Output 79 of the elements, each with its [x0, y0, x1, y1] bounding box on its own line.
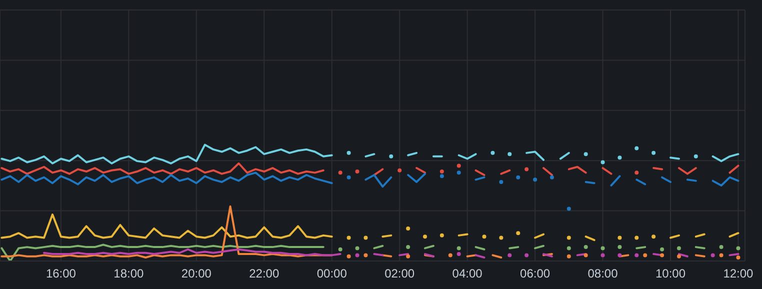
- point: [694, 154, 698, 158]
- point: [736, 256, 740, 260]
- point: [440, 170, 444, 174]
- point: [710, 253, 715, 258]
- x-tick-label: 22:00: [249, 266, 280, 281]
- point: [499, 236, 504, 240]
- point: [736, 246, 740, 250]
- x-tick-label: 06:00: [520, 266, 550, 281]
- point: [456, 170, 461, 175]
- point: [338, 247, 342, 252]
- point: [440, 174, 444, 178]
- point: [634, 170, 639, 175]
- point: [346, 150, 351, 155]
- point: [406, 245, 410, 250]
- point: [355, 253, 360, 258]
- x-tick-label: 12:00: [723, 266, 754, 281]
- x-tick-label: 18:00: [114, 266, 144, 281]
- point: [524, 167, 529, 172]
- point: [338, 170, 342, 175]
- point: [660, 247, 664, 252]
- point: [600, 253, 605, 258]
- point: [676, 246, 681, 250]
- x-tick-label: 00:00: [316, 266, 348, 281]
- point: [719, 245, 724, 250]
- point: [600, 246, 605, 250]
- point: [508, 152, 512, 156]
- point: [618, 236, 622, 240]
- point: [600, 160, 605, 164]
- point: [456, 246, 461, 250]
- point: [364, 253, 368, 258]
- point: [584, 253, 588, 258]
- point: [618, 253, 622, 258]
- point: [643, 253, 648, 258]
- point: [652, 150, 656, 155]
- point: [652, 234, 656, 239]
- point: [499, 180, 504, 184]
- point: [440, 233, 444, 238]
- point: [398, 168, 402, 172]
- point: [676, 254, 681, 258]
- x-tick-label: 16:00: [46, 266, 76, 281]
- point: [406, 226, 410, 230]
- point: [516, 231, 520, 236]
- point: [618, 156, 622, 160]
- point: [524, 253, 529, 258]
- point: [566, 206, 571, 211]
- point: [660, 253, 664, 258]
- point: [719, 253, 724, 258]
- x-tick-label: 08:00: [588, 266, 618, 281]
- point: [456, 164, 461, 168]
- point: [490, 150, 495, 155]
- point: [355, 170, 360, 174]
- point: [566, 246, 571, 250]
- point: [566, 236, 571, 240]
- point: [566, 254, 571, 258]
- x-tick-label: 20:00: [181, 266, 212, 281]
- x-tick-label: 02:00: [384, 266, 415, 281]
- point: [533, 178, 538, 182]
- point: [618, 245, 622, 250]
- point: [508, 253, 512, 258]
- point: [355, 246, 360, 250]
- point: [422, 234, 427, 239]
- point: [346, 236, 351, 240]
- point: [364, 236, 368, 240]
- point: [634, 146, 639, 150]
- point: [448, 253, 452, 258]
- x-tick-label: 04:00: [452, 266, 483, 281]
- point: [456, 252, 461, 256]
- point: [634, 253, 639, 258]
- point: [550, 175, 554, 180]
- point: [482, 234, 486, 239]
- point: [584, 245, 588, 250]
- point: [634, 236, 639, 240]
- point: [516, 175, 520, 180]
- point: [389, 154, 394, 158]
- point: [346, 175, 351, 180]
- point: [584, 152, 588, 156]
- x-tick-label: 10:00: [655, 266, 686, 281]
- point: [346, 254, 351, 258]
- point: [406, 254, 410, 258]
